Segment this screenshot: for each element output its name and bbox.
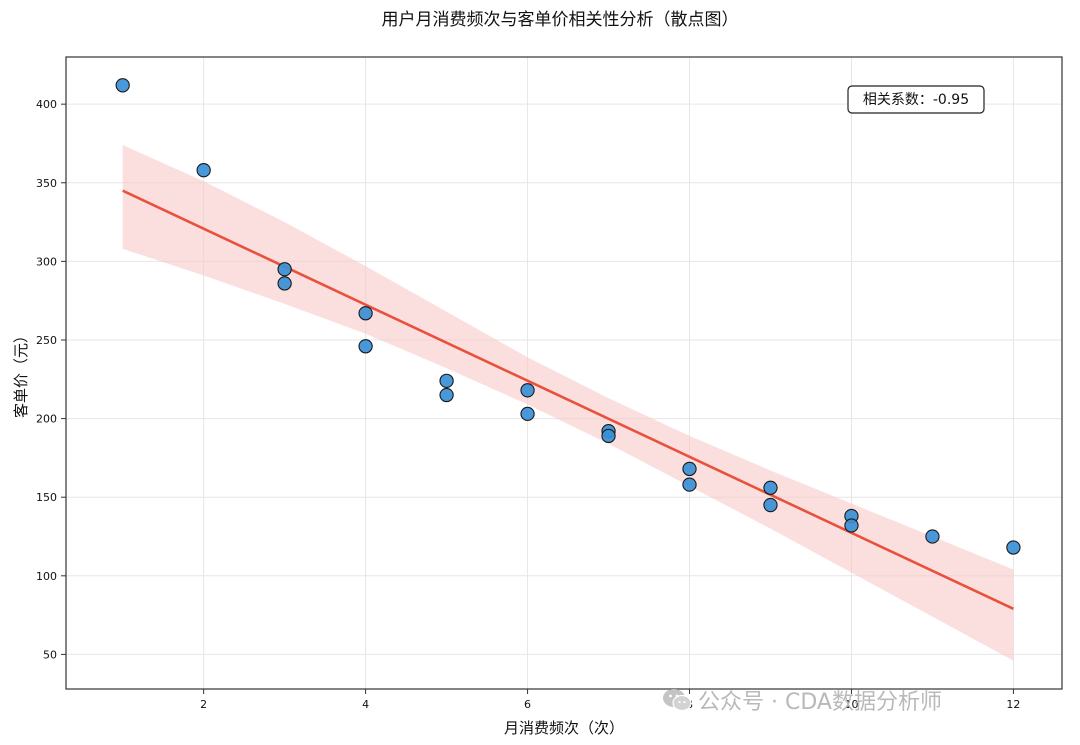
watermark-text: 公众号 · CDA数据分析师 (698, 690, 942, 715)
watermark: 公众号 · CDA数据分析师 (662, 684, 942, 716)
scatter-point (196, 163, 211, 178)
regression-fit-line (122, 189, 1014, 610)
scatter-point (520, 406, 535, 422)
scatter-point (925, 529, 940, 544)
scatter-point (439, 373, 454, 389)
y-tick-label: 200 (36, 413, 57, 426)
y-tick-label: 250 (36, 334, 57, 347)
scatter-point (763, 480, 778, 495)
scatter-point (682, 461, 697, 477)
scatter-point (277, 262, 292, 277)
y-tick-label: 300 (36, 255, 57, 268)
y-tick-label: 50 (43, 648, 57, 661)
y-tick-label: 400 (36, 98, 57, 111)
x-tick-label: 4 (362, 698, 369, 711)
y-tick-label: 350 (36, 177, 57, 190)
y-axis-ticks: 50 100 150 200 250 300 350 400 (36, 98, 66, 661)
annotation-text: 相关系数：-0.95 (863, 92, 969, 108)
scatter-point (520, 383, 535, 398)
annotation-box (847, 85, 985, 114)
x-tick-label: 2 (200, 698, 207, 711)
x-tick-label: 6 (524, 698, 531, 711)
scatter-point (601, 428, 616, 444)
scatter-point (358, 306, 373, 321)
scatter-point (277, 276, 292, 291)
scatter-point (763, 497, 778, 513)
scatter-point (1006, 540, 1021, 555)
scatter-point (844, 518, 859, 533)
scatter-point (439, 387, 454, 403)
regression-line (122, 189, 1014, 610)
x-tick-label: 12 (1006, 698, 1020, 711)
scatter-point (358, 339, 373, 354)
x-axis-label: 月消费频次（次） (504, 719, 624, 737)
scatter-point (115, 78, 130, 93)
chart-title: 用户月消费频次与客单价相关性分析（散点图） (382, 10, 739, 30)
correlation-annotation: 相关系数：-0.95 (847, 85, 985, 114)
y-axis-label: 客单价（元） (12, 328, 30, 418)
confidence-band (122, 145, 1014, 661)
scatter-points (115, 78, 1021, 555)
confidence-band-area (122, 145, 1014, 661)
y-tick-label: 150 (36, 491, 57, 504)
plot-frame (65, 56, 1063, 690)
x-tick-label: 10 (844, 698, 858, 711)
y-tick-label: 100 (36, 570, 57, 583)
wechat-icon (663, 689, 692, 712)
scatter-point (682, 477, 697, 492)
